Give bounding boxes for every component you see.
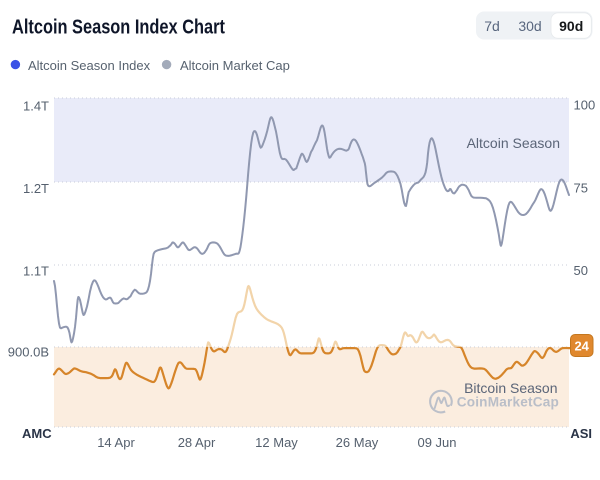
svg-text:900.0B: 900.0B xyxy=(8,345,49,360)
svg-text:Altcoin Season Index: Altcoin Season Index xyxy=(28,58,151,73)
svg-text:Bitcoin Season: Bitcoin Season xyxy=(464,380,557,396)
svg-text:26 May: 26 May xyxy=(336,435,379,450)
svg-text:09 Jun: 09 Jun xyxy=(417,435,456,450)
svg-text:1.1T: 1.1T xyxy=(23,264,49,279)
svg-text:Altcoin Season Index Chart: Altcoin Season Index Chart xyxy=(12,15,225,38)
svg-text:90d: 90d xyxy=(559,18,583,34)
svg-text:CoinMarketCap: CoinMarketCap xyxy=(457,394,559,409)
svg-text:ASI: ASI xyxy=(570,426,592,441)
svg-text:100: 100 xyxy=(574,98,596,113)
svg-text:28 Apr: 28 Apr xyxy=(178,435,216,450)
svg-text:1.4T: 1.4T xyxy=(23,99,49,114)
svg-text:14 Apr: 14 Apr xyxy=(97,435,135,450)
svg-text:Altcoin Season: Altcoin Season xyxy=(467,135,560,151)
svg-text:Altcoin Market Cap: Altcoin Market Cap xyxy=(180,58,290,73)
svg-text:75: 75 xyxy=(574,181,588,196)
svg-text:AMC: AMC xyxy=(22,426,52,441)
svg-text:1.2T: 1.2T xyxy=(23,181,49,196)
svg-text:12 May: 12 May xyxy=(255,435,298,450)
svg-text:24: 24 xyxy=(574,339,589,354)
svg-text:7d: 7d xyxy=(484,18,500,34)
svg-text:50: 50 xyxy=(574,263,588,278)
svg-text:30d: 30d xyxy=(518,18,541,34)
